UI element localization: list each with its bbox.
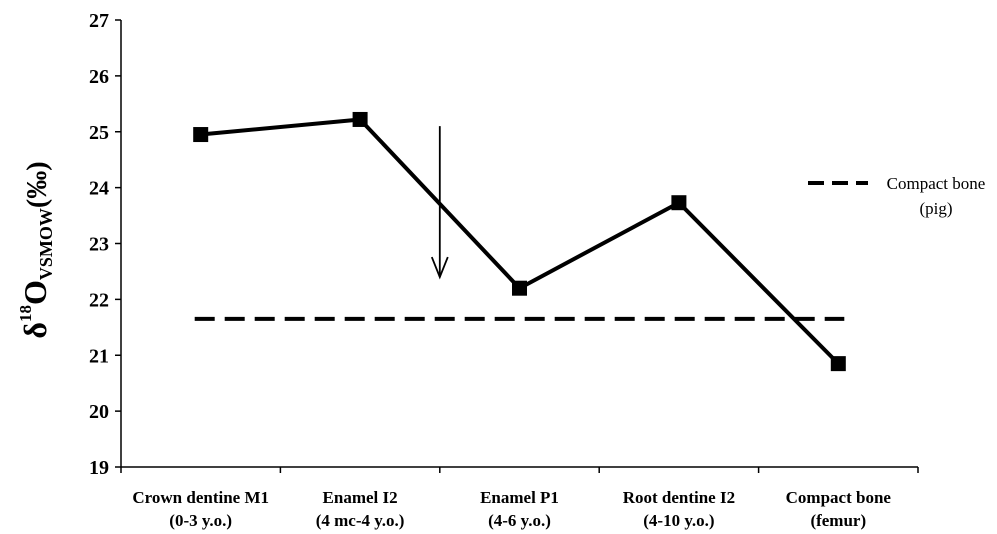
x-category-label: (4-6 y.o.) [488,511,551,530]
data-point-marker [193,127,209,143]
x-category-label: Compact bone [786,488,892,507]
series-layer [193,111,846,372]
arrow-annotation [430,126,449,280]
legend-label-line1: Compact bone [887,174,986,193]
data-point-marker [830,356,846,372]
x-category-label: Root dentine I2 [623,488,735,507]
x-category-label: (femur) [810,511,866,530]
data-point-marker [512,280,527,296]
y-ticks: 19 20 21 22 23 24 25 26 27 [89,10,121,479]
y-tick-label: 20 [89,401,109,423]
x-category-label: Crown dentine M1 [132,488,269,507]
series-line [200,117,840,366]
axes [120,20,918,468]
y-tick-label: 23 [89,234,109,256]
y-tick-label: 27 [89,10,109,32]
x-category-label: (4-10 y.o.) [643,511,714,530]
arrow-head [430,256,449,280]
y-tick-label: 26 [89,66,109,88]
x-ticks [120,467,919,473]
y-axis-label-prefix: δ [17,322,53,339]
y-tick-label: 22 [89,289,109,311]
x-labels: Crown dentine M1 (0-3 y.o.) Enamel I2 (4 mc… [132,488,891,530]
y-tick-label: 25 [89,122,109,144]
x-category-label: (0-3 y.o.) [169,511,232,530]
y-tick-label: 24 [89,178,109,200]
legend: Compact bone (pig) [808,174,985,218]
data-point-marker [671,195,687,211]
y-axis-label-sup: 18 [16,305,35,322]
y-axis-label-sub: VSMOW [36,208,56,280]
y-axis-label-main: O [17,280,53,305]
x-category-label: (4 mc-4 y.o.) [316,511,405,530]
x-category-label: Enamel P1 [480,488,559,507]
legend-label-line2: (pig) [919,199,952,218]
data-point-marker [352,111,368,127]
y-tick-label: 21 [89,345,109,367]
y-axis-label: δ18OVSMOW(‰) [16,161,56,338]
y-axis-label-unit: (‰) [22,161,53,208]
y-tick-label: 19 [89,457,109,479]
x-category-label: Enamel I2 [323,488,398,507]
